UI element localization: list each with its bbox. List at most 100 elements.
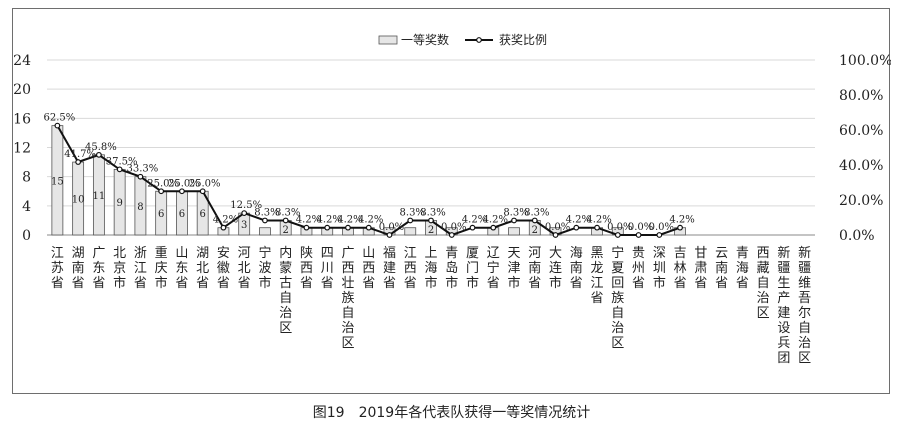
category-char: 蒙 bbox=[279, 261, 292, 276]
category-char: 新 bbox=[777, 245, 790, 261]
ratio-point bbox=[116, 166, 123, 173]
category-char: 林 bbox=[674, 261, 687, 276]
category-char: 连 bbox=[549, 260, 562, 276]
ratio-value-label: 25.0% bbox=[189, 178, 221, 189]
ratio-value-label: 0.0% bbox=[441, 222, 466, 233]
category-char: 东 bbox=[92, 261, 105, 276]
category-char: 安 bbox=[217, 246, 230, 261]
category-label: 重庆市 bbox=[155, 245, 168, 291]
category-label: 宁夏回族自治区 bbox=[611, 245, 624, 351]
category-char: 族 bbox=[341, 290, 354, 306]
category-char: 省 bbox=[72, 276, 85, 291]
category-char: 东 bbox=[175, 261, 188, 276]
bar-value-label: 11 bbox=[93, 191, 106, 202]
category-label: 广西壮族自治区 bbox=[341, 246, 354, 351]
ratio-value-label: 4.2% bbox=[566, 215, 591, 226]
category-char: 宁 bbox=[487, 260, 500, 276]
category-label: 黑龙江省 bbox=[591, 246, 604, 306]
category-char: 厦 bbox=[466, 246, 479, 261]
category-char: 市 bbox=[549, 275, 562, 291]
ratio-value-label: 4.2% bbox=[296, 215, 321, 226]
category-label: 深圳市 bbox=[653, 246, 666, 291]
category-label-text: 重庆市 bbox=[155, 245, 168, 291]
ratio-value-label: 4.2% bbox=[483, 215, 508, 226]
category-label: 广东省 bbox=[92, 246, 105, 291]
left-tick-label: 12 bbox=[13, 141, 31, 157]
legend-line-label: 获奖比例 bbox=[499, 33, 547, 47]
right-tick-label: 20.0% bbox=[839, 193, 883, 209]
category-char: 建 bbox=[777, 306, 790, 321]
category-char: 岛 bbox=[445, 260, 458, 276]
category-char: 青 bbox=[736, 246, 749, 261]
category-label-text: 山西省 bbox=[362, 246, 375, 291]
ratio-value-label: 4.2% bbox=[337, 215, 362, 226]
category-label-text: 青岛市 bbox=[445, 246, 458, 291]
category-labels: 江苏省湖南省广东省北京市浙江省重庆市山东省湖北省安徽省河北省宁波市内蒙古自治区陕… bbox=[51, 245, 811, 366]
category-label: 安徽省 bbox=[217, 246, 230, 291]
category-char: 宁 bbox=[611, 245, 624, 261]
line-series: 62.5%41.7%45.8%37.5%33.3%25.0%25.0%25.0%… bbox=[43, 113, 695, 238]
ratio-point bbox=[95, 151, 102, 158]
category-char: 庆 bbox=[155, 261, 168, 276]
category-char: 省 bbox=[404, 276, 417, 291]
category-char: 苏 bbox=[51, 260, 64, 276]
category-char: 内 bbox=[279, 245, 292, 261]
ratio-point bbox=[324, 224, 331, 231]
bar-value-label: 2 bbox=[283, 225, 289, 236]
category-label: 湖北省 bbox=[196, 246, 209, 291]
category-char: 西 bbox=[757, 246, 770, 261]
category-char: 市 bbox=[424, 275, 437, 291]
bar bbox=[508, 227, 520, 236]
category-label-text: 浙江省 bbox=[134, 246, 147, 291]
category-char: 广 bbox=[92, 246, 105, 261]
bar-value-label: 15 bbox=[51, 176, 64, 187]
category-char: 治 bbox=[798, 336, 811, 351]
category-char: 肃 bbox=[694, 261, 707, 276]
category-label-text: 海南省 bbox=[570, 246, 583, 291]
ratio-point bbox=[345, 224, 351, 231]
ratio-point bbox=[303, 224, 310, 231]
category-char: 吉 bbox=[674, 246, 687, 261]
ratio-point bbox=[656, 232, 663, 238]
category-label: 新疆生产建设兵团 bbox=[777, 245, 790, 366]
category-char: 门 bbox=[466, 261, 479, 276]
category-char: 省 bbox=[715, 276, 728, 291]
category-label-text: 河南省 bbox=[528, 246, 541, 291]
category-label-text: 新疆生产建设兵团 bbox=[777, 245, 790, 366]
ratio-point bbox=[262, 217, 268, 224]
category-char: 海 bbox=[424, 261, 437, 276]
category-char: 甘 bbox=[694, 246, 707, 261]
ratio-value-label: 8.3% bbox=[275, 207, 300, 218]
category-label-text: 天津市 bbox=[508, 246, 521, 291]
category-label-text: 北京市 bbox=[113, 246, 126, 291]
category-label: 湖南省 bbox=[72, 246, 85, 291]
ratio-value-label: 4.2% bbox=[213, 215, 238, 226]
category-char: 江 bbox=[134, 261, 147, 276]
ratio-value-label: 8.3% bbox=[254, 207, 279, 218]
category-char: 自 bbox=[279, 291, 292, 306]
category-char: 藏 bbox=[757, 261, 770, 276]
category-label: 海南省 bbox=[570, 246, 583, 291]
category-char: 辽 bbox=[487, 246, 500, 261]
category-char: 市 bbox=[466, 275, 479, 291]
ratio-point bbox=[199, 188, 206, 195]
category-label-text: 湖北省 bbox=[196, 246, 209, 291]
ratio-value-label: 4.2% bbox=[669, 215, 694, 226]
legend-bar-swatch bbox=[378, 35, 398, 45]
category-char: 省 bbox=[570, 276, 583, 291]
category-label-text: 广西壮族自治区 bbox=[341, 246, 354, 351]
category-label-text: 福建省 bbox=[383, 246, 396, 291]
category-label-text: 云南省 bbox=[715, 246, 728, 291]
category-char: 省 bbox=[300, 276, 313, 291]
category-char: 省 bbox=[51, 276, 64, 291]
category-char: 北 bbox=[238, 261, 251, 276]
category-char: 新 bbox=[798, 245, 811, 261]
category-char: 深 bbox=[653, 246, 666, 261]
category-char: 江 bbox=[591, 276, 604, 291]
ratio-point bbox=[635, 232, 642, 238]
category-label-text: 吉林省 bbox=[674, 246, 687, 291]
category-char: 疆 bbox=[777, 261, 790, 276]
category-char: 疆 bbox=[798, 261, 811, 276]
category-char: 福 bbox=[383, 246, 396, 261]
